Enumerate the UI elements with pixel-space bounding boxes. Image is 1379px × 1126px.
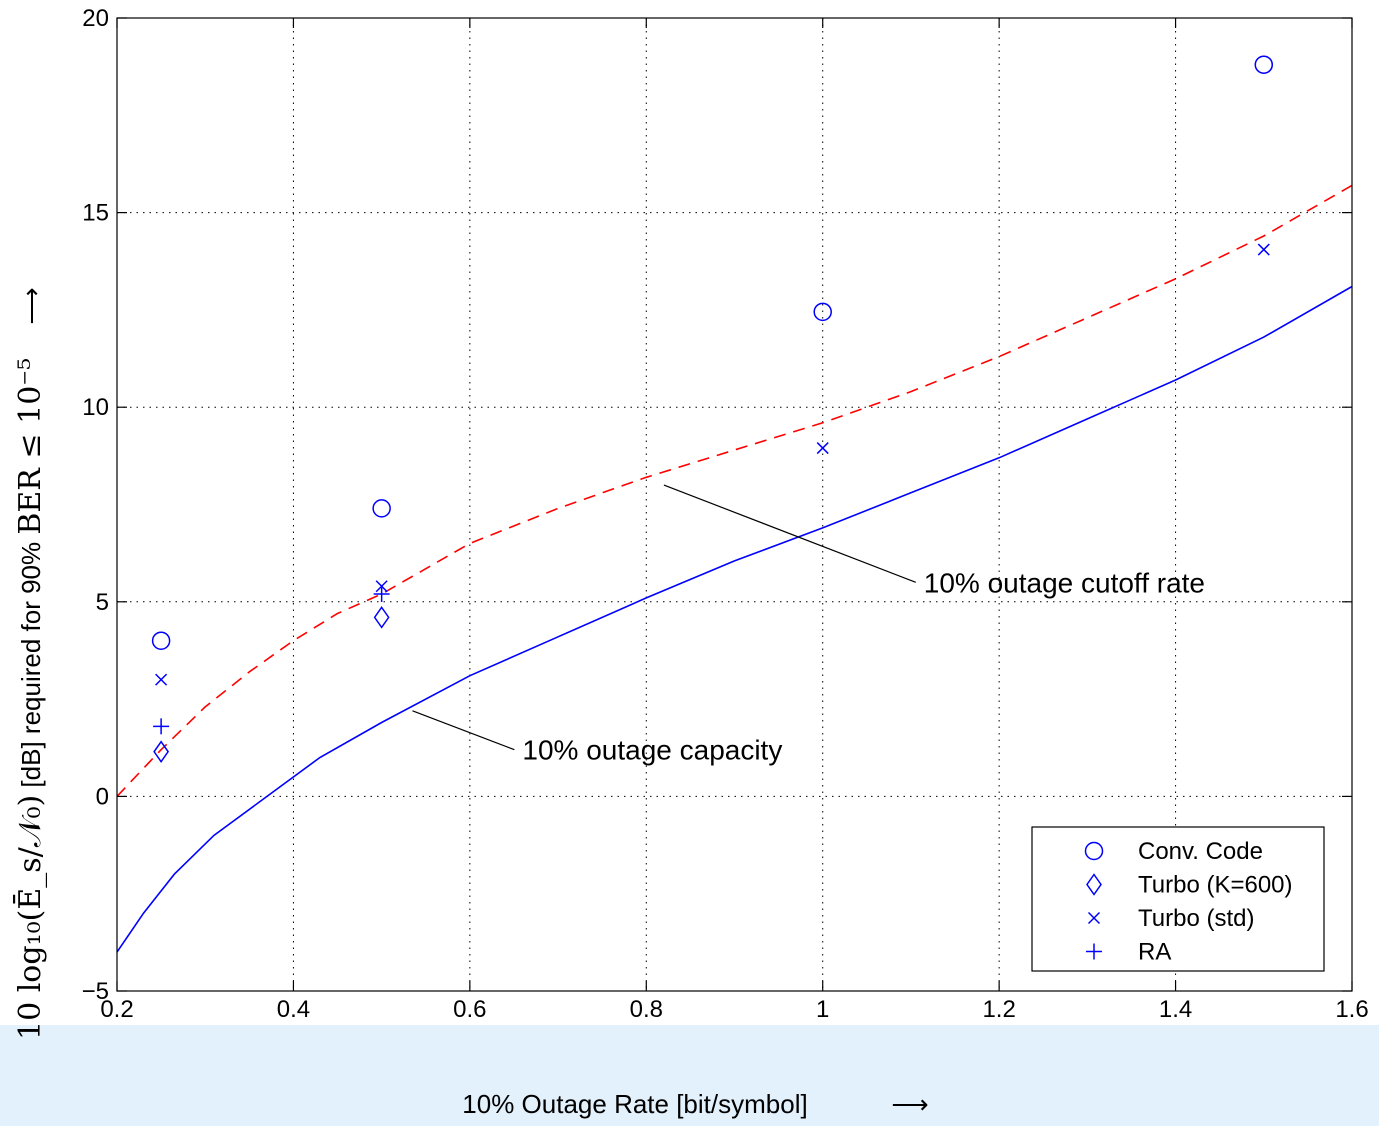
legend: Conv. Code Turbo (K=600) Turbo (std) RA — [1032, 827, 1324, 971]
y-tick-label: 15 — [82, 200, 109, 227]
y-tick-label: −5 — [82, 978, 109, 1005]
x-axis-label: 10% Outage Rate [bit/symbol] — [462, 1089, 807, 1119]
x-tick-label: 0.6 — [453, 996, 486, 1023]
y-axis-label: 10 log₁₀(Ē_s/𝒩₀) [dB] required for 90% B… — [13, 287, 48, 1040]
legend-entry-label: Turbo (std) — [1138, 905, 1254, 932]
x-tick-label: 1 — [816, 996, 829, 1023]
y-tick-label: 0 — [96, 783, 109, 810]
svg-text:10 log₁₀(Ē_s/𝒩₀) [dB: 10 log₁₀(Ē_s/𝒩₀) [dB] required for 90% B… — [13, 287, 48, 1040]
x-tick-label: 1.2 — [982, 996, 1015, 1023]
x-tick-label: 1.6 — [1335, 996, 1368, 1023]
y-tick-label: 20 — [82, 5, 109, 32]
x-tick-label: 0.8 — [630, 996, 663, 1023]
x-tick-label: 0.4 — [277, 996, 310, 1023]
x-axis-arrow: ⟶ — [891, 1089, 928, 1119]
y-axis-label-math: 10 log₁₀(Ē_s/𝒩₀) — [13, 795, 48, 1040]
y-tick-label: 5 — [96, 589, 109, 616]
y-axis-label-math2: BER ≤ 10⁻⁵ — [13, 358, 48, 535]
y-axis-label-text: [dB] required for 90% — [16, 535, 46, 788]
y-tick-label: 10 — [82, 394, 109, 421]
y-axis-arrow: ⟶ — [16, 287, 46, 324]
annotation-label: 10% outage cutoff rate — [924, 567, 1205, 598]
legend-entry-label: RA — [1138, 939, 1171, 966]
legend-entry-label: Turbo (K=600) — [1138, 872, 1293, 899]
annotation-label: 10% outage capacity — [522, 735, 782, 766]
x-tick-label: 1.4 — [1159, 996, 1192, 1023]
legend-entry-label: Conv. Code — [1138, 838, 1263, 865]
